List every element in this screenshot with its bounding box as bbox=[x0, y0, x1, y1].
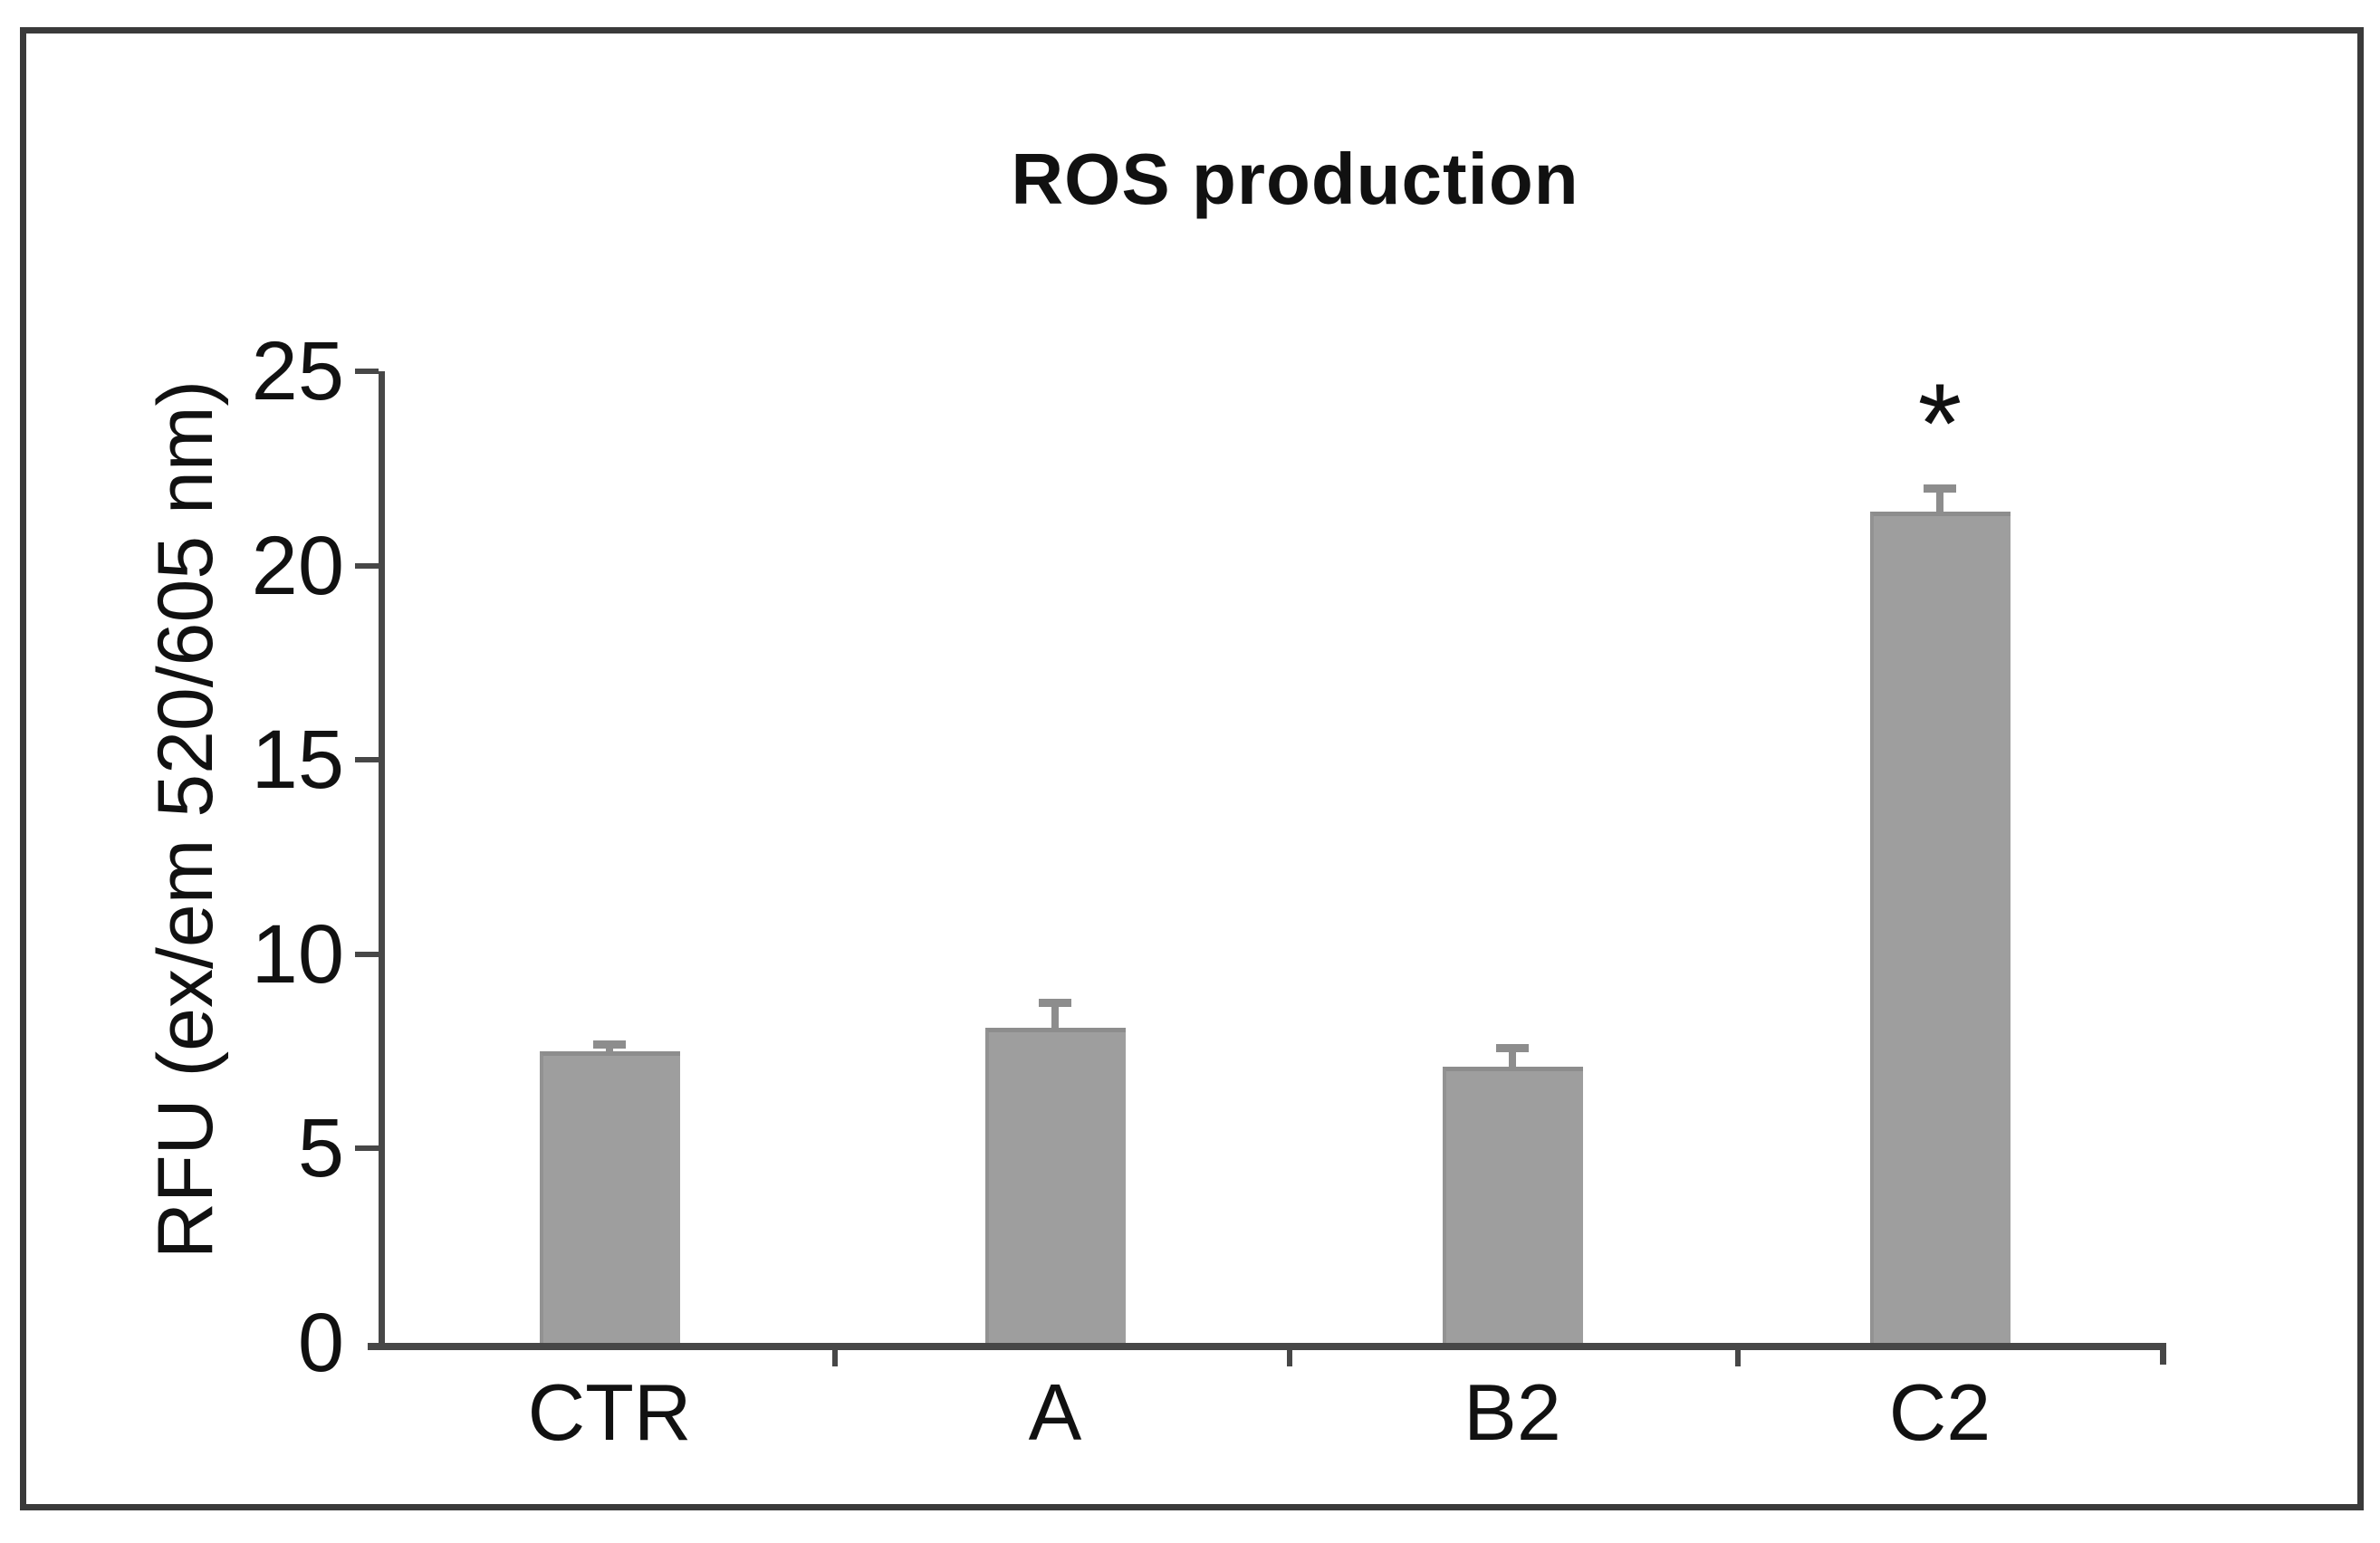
x-axis-line bbox=[368, 1343, 2166, 1350]
x-tick bbox=[1287, 1350, 1292, 1366]
error-bar-stem bbox=[1051, 1002, 1059, 1031]
bar-ctr bbox=[540, 1051, 680, 1343]
error-bar-stem bbox=[606, 1044, 613, 1056]
error-bar-cap bbox=[593, 1040, 626, 1049]
y-tick-label: 15 bbox=[251, 714, 344, 806]
bar-b2 bbox=[1443, 1067, 1583, 1343]
error-bar-cap bbox=[1924, 484, 1956, 493]
y-tick-label: 20 bbox=[251, 520, 344, 612]
y-tick bbox=[355, 1145, 379, 1151]
error-bar-cap bbox=[1039, 999, 1071, 1007]
error-bar-stem bbox=[1509, 1048, 1516, 1070]
x-tick bbox=[1735, 1350, 1741, 1366]
y-tick-label: 0 bbox=[297, 1297, 344, 1389]
y-tick-label: 25 bbox=[251, 325, 344, 417]
bar-c2 bbox=[1870, 512, 2011, 1343]
y-axis-line bbox=[379, 371, 385, 1343]
y-tick bbox=[355, 369, 379, 374]
y-tick-label: 10 bbox=[251, 908, 344, 1001]
y-tick-label: 5 bbox=[297, 1102, 344, 1194]
y-tick bbox=[355, 563, 379, 569]
error-bar-stem bbox=[1936, 488, 1943, 515]
x-category-label: B2 bbox=[1464, 1367, 1561, 1457]
bar-a bbox=[985, 1028, 1126, 1343]
y-tick bbox=[355, 952, 379, 957]
chart-title: ROS production bbox=[1011, 139, 1579, 219]
x-category-label: C2 bbox=[1888, 1367, 1991, 1457]
x-tick bbox=[832, 1350, 838, 1366]
y-tick bbox=[355, 757, 379, 762]
x-category-label: CTR bbox=[527, 1367, 692, 1457]
x-axis-end-tick bbox=[2160, 1347, 2166, 1365]
x-category-label: A bbox=[1028, 1367, 1082, 1457]
significance-marker: * bbox=[1917, 361, 1963, 487]
error-bar-cap bbox=[1496, 1044, 1529, 1052]
